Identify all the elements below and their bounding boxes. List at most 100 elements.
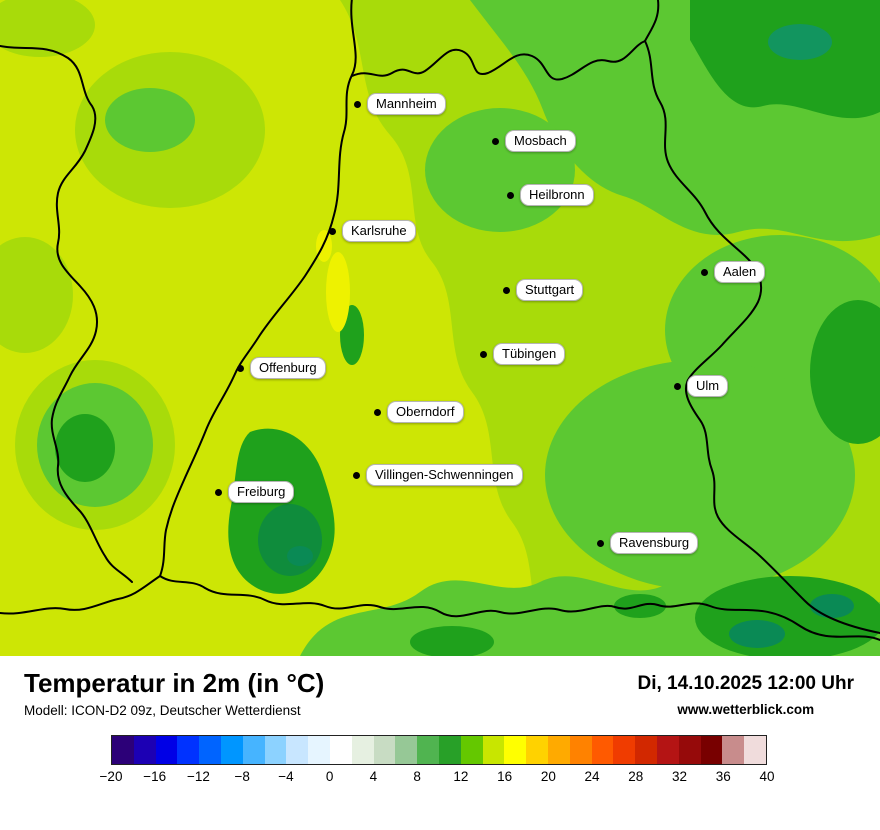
- legend-tick-label: −8: [234, 769, 250, 784]
- legend-color-block: [613, 736, 636, 764]
- city-label: Mannheim: [367, 93, 446, 115]
- footer-header-row: Temperatur in 2m (in °C) Modell: ICON-D2…: [24, 668, 854, 718]
- footer: Temperatur in 2m (in °C) Modell: ICON-D2…: [0, 656, 880, 830]
- city-label: Ulm: [687, 375, 729, 397]
- legend-color-block: [700, 736, 723, 764]
- legend-tick-label: 8: [413, 769, 421, 784]
- city-marker-mosbach: Mosbach: [492, 130, 576, 152]
- legend-tick-label: 16: [497, 769, 513, 784]
- city-dot: [597, 539, 604, 547]
- legend-color-block: [329, 736, 352, 764]
- city-dot: [701, 268, 708, 276]
- city-marker-ravensburg: Ravensburg: [597, 532, 699, 554]
- city-marker-aalen: Aalen: [701, 261, 766, 283]
- legend-tick-label: 32: [672, 769, 688, 784]
- city-label: Karlsruhe: [342, 220, 416, 242]
- forecast-datetime: Di, 14.10.2025 12:00 Uhr: [637, 673, 854, 694]
- legend-tick-label: −20: [99, 769, 123, 784]
- legend-color-block: [373, 736, 396, 764]
- legend-tick-label: 24: [584, 769, 600, 784]
- legend-color-block: [133, 736, 156, 764]
- city-dot: [503, 286, 510, 294]
- city-dot: [353, 471, 360, 479]
- city-label: Aalen: [714, 261, 766, 283]
- city-marker-stuttgart: Stuttgart: [503, 279, 584, 301]
- city-dot: [480, 350, 487, 358]
- legend-color-block: [199, 736, 221, 764]
- footer-right-column: Di, 14.10.2025 12:00 Uhr www.wetterblick…: [637, 668, 854, 717]
- legend-color-block: [569, 736, 592, 764]
- city-dot: [374, 408, 381, 416]
- legend-color-block: [177, 736, 200, 764]
- legend-color-block: [547, 736, 570, 764]
- legend-color-block: [395, 736, 418, 764]
- city-marker-offenburg: Offenburg: [237, 357, 326, 379]
- legend-color-block: [591, 736, 614, 764]
- legend-color-block: [220, 736, 243, 764]
- terrain-yellow-spots: [316, 230, 350, 332]
- city-marker-tuebingen: Tübingen: [480, 343, 566, 365]
- city-label: Heilbronn: [520, 184, 594, 206]
- legend-color-block: [286, 736, 309, 764]
- legend-color-block: [242, 736, 265, 764]
- city-marker-karlsruhe: Karlsruhe: [329, 220, 416, 242]
- city-marker-villingen-schwenningen: Villingen-Schwenningen: [353, 464, 523, 486]
- legend-tick-label: 36: [715, 769, 731, 784]
- border-lines: [0, 0, 880, 641]
- city-label: Freiburg: [228, 481, 295, 503]
- legend-color-block: [722, 736, 745, 764]
- city-dot: [329, 227, 336, 235]
- legend-tick-label: 12: [453, 769, 469, 784]
- city-marker-mannheim: Mannheim: [354, 93, 446, 115]
- legend-tick-label: −16: [143, 769, 167, 784]
- city-label: Oberndorf: [387, 401, 464, 423]
- legend-color-block: [112, 736, 134, 764]
- legend-color-block: [504, 736, 527, 764]
- city-dot: [674, 382, 681, 390]
- city-dot: [237, 364, 244, 372]
- page-title: Temperatur in 2m (in °C): [24, 668, 325, 698]
- city-marker-freiburg: Freiburg: [215, 481, 295, 503]
- legend-ticks: −20 −16 −12 −8 −4 0 4 8 12 16 20 24 28 32 36 40: [100, 769, 775, 789]
- city-dot: [507, 191, 514, 199]
- legend-color-block: [744, 736, 766, 764]
- model-info: Modell: ICON-D2 09z, Deutscher Wetterdie…: [24, 703, 301, 718]
- legend-color-block: [438, 736, 461, 764]
- legend-color-block: [526, 736, 548, 764]
- legend-color-block: [308, 736, 330, 764]
- city-label: Offenburg: [250, 357, 326, 379]
- city-dot: [492, 137, 499, 145]
- city-label: Stuttgart: [516, 279, 584, 301]
- temperature-legend: −20 −16 −12 −8 −4 0 4 8 12 16 20 24 28 32 36 40: [100, 735, 775, 789]
- legend-color-block: [264, 736, 287, 764]
- legend-tick-label: −4: [278, 769, 294, 784]
- legend-color-block: [482, 736, 505, 764]
- city-marker-heilbronn: Heilbronn: [507, 184, 594, 206]
- legend-tick-label: 28: [628, 769, 644, 784]
- city-marker-oberndorf: Oberndorf: [374, 401, 464, 423]
- legend-color-block: [678, 736, 701, 764]
- city-label: Tübingen: [493, 343, 566, 365]
- legend-tick-label: 40: [759, 769, 775, 784]
- legend-color-block: [155, 736, 178, 764]
- legend-color-block: [460, 736, 483, 764]
- legend-color-block: [656, 736, 679, 764]
- legend-tick-label: 20: [540, 769, 556, 784]
- website-url: www.wetterblick.com: [677, 702, 815, 717]
- city-dot: [215, 488, 222, 496]
- city-marker-ulm: Ulm: [674, 375, 729, 397]
- legend-color-block: [417, 736, 439, 764]
- city-label: Mosbach: [505, 130, 576, 152]
- legend-tick-label: −12: [187, 769, 210, 784]
- legend-bar: [111, 735, 767, 765]
- legend-tick-label: 0: [325, 769, 334, 784]
- city-dot: [354, 100, 361, 108]
- legend-color-block: [635, 736, 657, 764]
- terrain-dark-green: [55, 0, 880, 656]
- city-label: Ravensburg: [610, 532, 699, 554]
- footer-left-column: Temperatur in 2m (in °C) Modell: ICON-D2…: [24, 668, 324, 718]
- temperature-map: Mannheim Mosbach Heilbronn Karlsruhe Aal…: [0, 0, 880, 656]
- legend-tick-label: 4: [369, 769, 378, 784]
- city-label: Villingen-Schwenningen: [366, 464, 523, 486]
- legend-color-block: [351, 736, 374, 764]
